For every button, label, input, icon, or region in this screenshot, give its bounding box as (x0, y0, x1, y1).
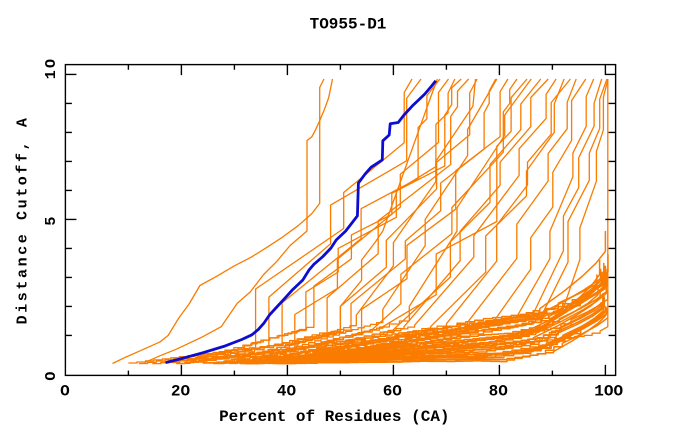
svg-text:2O: 2O (171, 383, 191, 401)
svg-text:4O: 4O (277, 383, 297, 401)
svg-text:8O: 8O (489, 383, 509, 401)
svg-text:Percent of Residues (CA): Percent of Residues (CA) (219, 408, 449, 426)
svg-text:6O: 6O (383, 383, 403, 401)
svg-text:O: O (43, 369, 60, 380)
svg-text:5: 5 (43, 214, 60, 225)
svg-text:1OO: 1OO (594, 383, 623, 401)
svg-text:O: O (60, 383, 70, 401)
svg-text:1O: 1O (43, 57, 60, 79)
svg-text:Distance Cutoff, A: Distance Cutoff, A (14, 116, 31, 325)
svg-text:TO955-D1: TO955-D1 (310, 15, 387, 33)
